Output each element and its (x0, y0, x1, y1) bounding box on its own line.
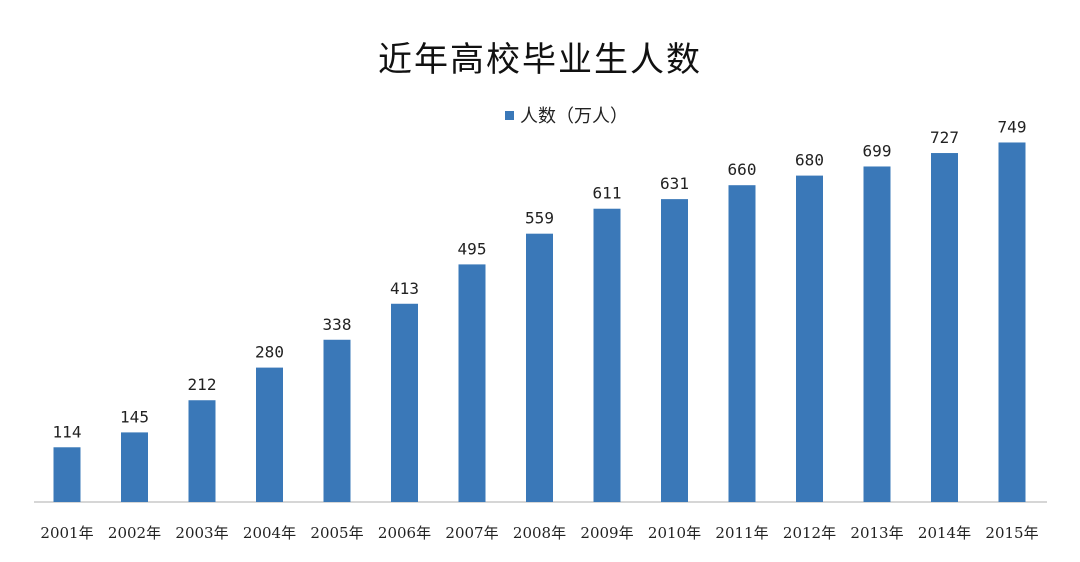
bar-2014年 (931, 153, 958, 502)
x-tick-label-2013年: 2013年 (850, 524, 903, 542)
bar-2009年 (594, 209, 621, 502)
x-tick-label-2001年: 2001年 (40, 524, 93, 542)
x-tick-label-2006年: 2006年 (378, 524, 431, 542)
data-label-2011年: 660 (728, 160, 757, 179)
bar-2011年 (729, 185, 756, 502)
bar-2001年 (54, 447, 81, 502)
x-tick-label-2003年: 2003年 (175, 524, 228, 542)
data-label-2015年: 749 (998, 117, 1027, 136)
x-tick-label-2002年: 2002年 (108, 524, 161, 542)
bar-2002年 (121, 432, 148, 502)
bar-2010年 (661, 199, 688, 502)
bar-2007年 (459, 264, 486, 502)
bar-2012年 (796, 176, 823, 502)
bar-2005年 (324, 340, 351, 502)
x-tick-label-2009年: 2009年 (580, 524, 633, 542)
x-tick-label-2005年: 2005年 (310, 524, 363, 542)
bar-2013年 (864, 166, 891, 502)
x-tick-label-2007年: 2007年 (445, 524, 498, 542)
data-label-2008年: 559 (525, 209, 554, 228)
data-label-2002年: 145 (120, 407, 149, 426)
data-label-2007年: 495 (458, 239, 487, 258)
data-label-2009年: 611 (593, 184, 622, 203)
data-label-2004年: 280 (255, 343, 284, 362)
x-tick-label-2012年: 2012年 (783, 524, 836, 542)
data-label-2006年: 413 (390, 279, 419, 298)
data-label-2003年: 212 (188, 375, 217, 394)
x-tick-label-2014年: 2014年 (918, 524, 971, 542)
data-label-2005年: 338 (323, 315, 352, 334)
x-tick-label-2011年: 2011年 (715, 524, 768, 542)
data-label-2012年: 680 (795, 151, 824, 170)
data-label-2010年: 631 (660, 174, 689, 193)
data-label-2001年: 114 (53, 422, 82, 441)
bar-2004年 (256, 368, 283, 502)
bar-2003年 (189, 400, 216, 502)
bar-2008年 (526, 234, 553, 502)
data-label-2014年: 727 (930, 128, 959, 147)
x-tick-label-2004年: 2004年 (243, 524, 296, 542)
bar-2006年 (391, 304, 418, 502)
x-tick-label-2008年: 2008年 (513, 524, 566, 542)
x-tick-label-2010年: 2010年 (648, 524, 701, 542)
bar-2015年 (999, 142, 1026, 502)
x-tick-labels-group: 2001年 2002年 2003年 2004年 2005年 2006年 2007年 2008年… (40, 524, 1038, 542)
data-label-2013年: 699 (863, 141, 892, 160)
x-tick-label-2015年: 2015年 (985, 524, 1038, 542)
bars-group (54, 142, 1026, 502)
